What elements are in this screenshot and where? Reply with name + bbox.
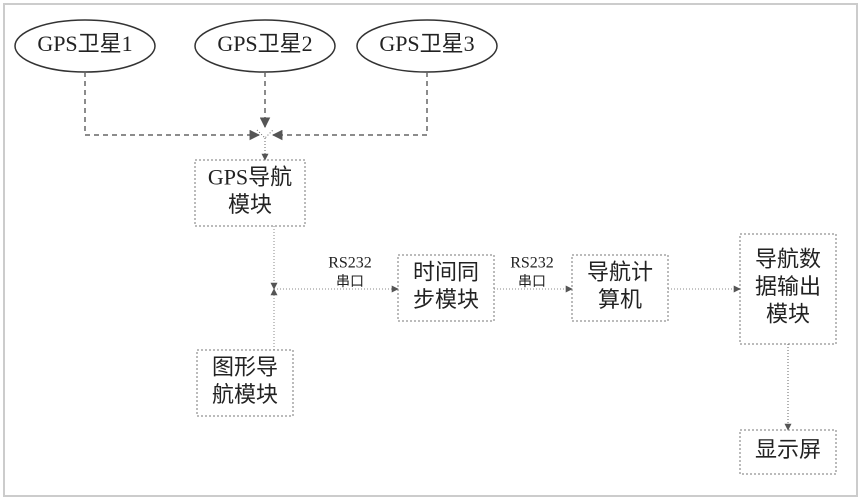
edge-label-rs232-1: RS232 <box>328 255 372 272</box>
nav-output-module: 导航数据输出模块 <box>740 234 836 344</box>
edges <box>85 72 788 430</box>
outer-frame <box>4 4 857 496</box>
edge-label-rs232-2: RS232 <box>510 255 554 272</box>
edge-label-serial-2: 串口 <box>518 274 546 290</box>
satellite-2: GPS卫星2 <box>195 20 335 72</box>
display-screen: 显示屏 <box>740 430 836 474</box>
flowchart-canvas: GPS卫星1 GPS卫星2 GPS卫星3 GPS导航模块 图形导航模块 时间同步… <box>0 0 861 500</box>
display-screen-label: 显示屏 <box>755 437 821 462</box>
edge-e_sat3 <box>273 72 427 135</box>
satellite-3-label: GPS卫星3 <box>379 31 474 56</box>
time-sync-module: 时间同步模块 <box>398 255 494 321</box>
nav-computer: 导航计算机 <box>572 255 668 321</box>
edge-e_sat1 <box>85 72 259 135</box>
edge-label-serial-1: 串口 <box>336 274 364 290</box>
satellite-3: GPS卫星3 <box>357 20 497 72</box>
gps-nav-module: GPS导航模块 <box>195 160 305 226</box>
satellite-1: GPS卫星1 <box>15 20 155 72</box>
satellite-1-label: GPS卫星1 <box>37 31 132 56</box>
satellite-2-label: GPS卫星2 <box>217 31 312 56</box>
image-nav-module: 图形导航模块 <box>197 350 293 416</box>
